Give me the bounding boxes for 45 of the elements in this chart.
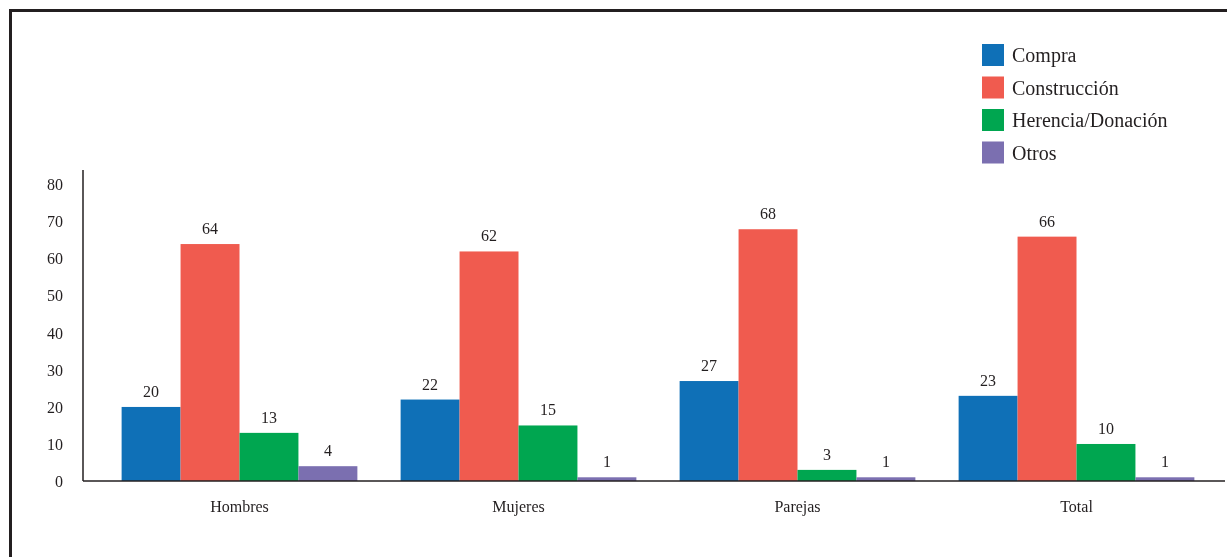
data-label: 13: [260, 408, 277, 426]
data-label: 1: [602, 453, 611, 471]
y-tick-label: 60: [47, 250, 63, 268]
data-label: 23: [980, 371, 997, 389]
y-tick-label: 10: [47, 435, 63, 453]
x-tick-label: Parejas: [774, 498, 821, 516]
data-label: 3: [822, 445, 831, 463]
bar: [958, 395, 1018, 481]
bar: [518, 425, 578, 481]
x-tick-label: Total: [1060, 498, 1094, 515]
data-label: 66: [1039, 212, 1056, 230]
bar: [1017, 236, 1077, 481]
data-label: 27: [701, 357, 718, 375]
data-label: 1: [881, 453, 890, 471]
data-label: 64: [202, 220, 219, 238]
legend-label: Herencia/Donación: [1012, 109, 1168, 131]
legend-label: Otros: [1012, 141, 1057, 164]
bar: [298, 466, 358, 481]
bar: [180, 244, 240, 481]
data-label: 62: [481, 227, 498, 245]
y-tick-label: 70: [47, 213, 63, 231]
data-label: 20: [143, 382, 160, 400]
x-tick-label: Hombres: [210, 498, 269, 515]
bar: [239, 432, 299, 481]
y-tick-label: 0: [55, 472, 63, 490]
bar: [1076, 443, 1136, 481]
bar: [459, 251, 519, 481]
data-label: 22: [422, 375, 439, 393]
data-label: 10: [1097, 419, 1114, 437]
y-tick-label: 50: [47, 287, 63, 305]
data-label: 1: [1160, 453, 1169, 471]
bar: [121, 406, 181, 481]
legend-label: Compra: [1012, 44, 1077, 67]
y-tick-label: 40: [47, 324, 63, 342]
data-label: 4: [323, 442, 332, 460]
legend-label: Construcción: [1012, 76, 1119, 99]
y-tick-label: 20: [47, 398, 63, 416]
bar: [738, 229, 798, 481]
y-tick-label: 80: [47, 176, 63, 194]
bar: [679, 381, 739, 481]
x-tick-label: Mujeres: [492, 498, 545, 516]
bar: [400, 399, 460, 481]
data-label: 15: [539, 401, 556, 419]
y-tick-label: 30: [47, 361, 63, 379]
data-label: 68: [760, 205, 777, 223]
